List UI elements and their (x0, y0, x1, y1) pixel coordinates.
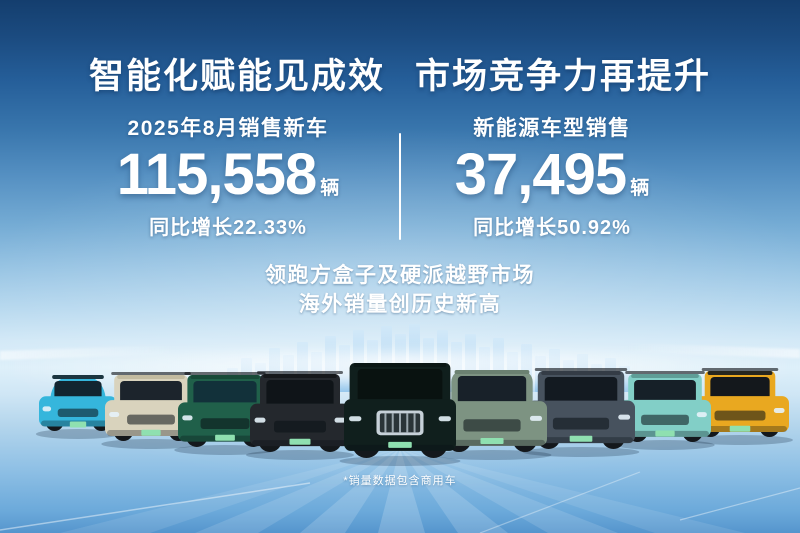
highlight-line-1: 领跑方盒子及硬派越野市场 (265, 264, 535, 287)
stat-growth: 同比增长50.92% (473, 217, 631, 239)
highlight-line-2: 海外销量创历史新高 (298, 292, 502, 316)
vehicle-cream-offroad-suv (101, 372, 201, 449)
title-part-2: 市场竞争力再提升 (415, 57, 712, 96)
vehicle-luxury-mpv (339, 363, 461, 466)
stat-unit: 辆 (630, 178, 650, 199)
stat-growth: 同比增长22.33% (149, 217, 307, 239)
footnote: *销量数据包含商用车 (343, 475, 457, 487)
vehicle-mint-boxy-suv (615, 371, 715, 450)
stat-unit: 辆 (320, 178, 340, 199)
stats-divider (399, 133, 401, 240)
stat-value: 37,495 (454, 142, 627, 207)
title-part-1: 智能化赋能见成效 (88, 57, 385, 96)
stat-value-row: 115,558 辆 (28, 146, 428, 204)
stat-value-row: 37,495 辆 (352, 146, 752, 204)
vehicle-grey-blue-suv (522, 368, 640, 457)
stat-label: 新能源车型销售 (473, 117, 631, 140)
vehicle-yellow-pickup (687, 368, 793, 445)
stat-label: 2025年8月销售新车 (127, 117, 329, 140)
stat-monthly-sales: 2025年8月销售新车 115,558 辆 同比增长22.33% (28, 112, 428, 240)
highlight-text: 领跑方盒子及硬派越野市场 海外销量创历史新高 (0, 262, 800, 320)
vehicle-cyan-hatchback (35, 375, 121, 439)
stat-value: 115,558 (116, 142, 317, 207)
stat-nev-sales: 新能源车型销售 37,495 辆 同比增长50.92% (352, 112, 752, 240)
poster-title: 智能化赋能见成效 市场竞争力再提升 (0, 48, 800, 99)
vehicle-black-offroad-suv (246, 371, 354, 460)
